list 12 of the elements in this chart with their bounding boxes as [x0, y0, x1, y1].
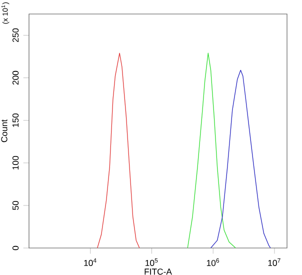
- x-tick-label: 10$^{4}$: [84, 258, 96, 266]
- x-tick-label: 10$^{6}$: [206, 258, 220, 266]
- y-tick-label: 250: [12, 28, 19, 42]
- y-tick-label: 0: [12, 246, 19, 250]
- y-axis-title: Count: [1, 120, 8, 142]
- y-tick-label: 200: [12, 70, 19, 85]
- y-tick-label: 150: [12, 113, 19, 127]
- x-axis-title: FITC-A: [144, 268, 172, 275]
- y-tick-label: 100: [12, 156, 19, 170]
- x-tick-label: 10$^{5}$: [146, 258, 158, 266]
- y-tick-label: 50: [12, 200, 19, 210]
- x-tick-label: 10$^{7}$: [268, 258, 280, 266]
